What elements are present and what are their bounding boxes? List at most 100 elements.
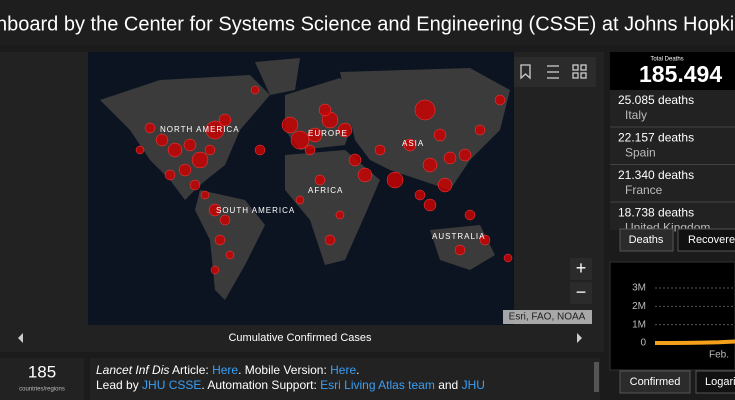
map-label: ASIA bbox=[402, 139, 424, 148]
case-dot bbox=[314, 174, 326, 186]
case-dot bbox=[335, 210, 345, 220]
case-dot bbox=[214, 234, 226, 246]
case-dot bbox=[403, 138, 417, 152]
credit-text: . bbox=[356, 363, 359, 377]
prev-arrow[interactable] bbox=[18, 333, 23, 343]
case-dot bbox=[191, 151, 209, 169]
credit-link[interactable]: Here bbox=[330, 363, 356, 377]
case-dot bbox=[218, 113, 232, 127]
case-dot bbox=[304, 144, 316, 156]
case-dot bbox=[205, 120, 225, 140]
case-dot bbox=[164, 169, 176, 181]
case-dot bbox=[386, 171, 404, 189]
map-label: SOUTH AMERICA bbox=[216, 206, 295, 215]
case-dot bbox=[290, 130, 310, 150]
credit-link[interactable]: JHU bbox=[462, 378, 485, 392]
credits-line: Lancet Inf Dis Article: Here. Mobile Ver… bbox=[96, 363, 359, 377]
zoom-out[interactable]: − bbox=[576, 282, 587, 302]
countries-label: countries/regions bbox=[19, 387, 65, 393]
attribution: Esri, FAO, NOAA bbox=[509, 312, 586, 323]
credit-link[interactable]: JHU CSSE bbox=[142, 378, 201, 392]
case-dots bbox=[135, 85, 513, 275]
qr-icon[interactable] bbox=[572, 64, 587, 79]
next-arrow[interactable] bbox=[577, 333, 582, 343]
death-count: 25.085 deaths bbox=[618, 93, 694, 107]
credits-line: Lead by JHU CSSE. Automation Support: Es… bbox=[96, 378, 485, 392]
tab[interactable]: Recovered bbox=[688, 234, 735, 246]
y-tick-label: 3M bbox=[632, 283, 646, 294]
case-dot bbox=[183, 138, 197, 152]
case-dot bbox=[204, 144, 216, 156]
case-dot bbox=[167, 142, 183, 158]
case-dot bbox=[348, 153, 362, 167]
credit-text: . Mobile Version: bbox=[238, 363, 330, 377]
credit-text: . Automation Support: bbox=[201, 378, 320, 392]
case-dot bbox=[474, 124, 486, 136]
case-dot bbox=[464, 209, 476, 221]
zoom-out-button[interactable] bbox=[570, 282, 592, 304]
map-label: NORTH AMERICA bbox=[160, 125, 240, 134]
case-dot bbox=[318, 103, 332, 117]
case-dot bbox=[219, 214, 231, 226]
bookmark-icon[interactable] bbox=[520, 64, 531, 80]
x-tick-label: Feb. bbox=[709, 350, 729, 361]
case-dot bbox=[454, 244, 466, 256]
case-dot bbox=[254, 144, 266, 156]
case-dot bbox=[178, 163, 192, 177]
credit-text: Lancet Inf Dis bbox=[96, 363, 169, 377]
case-dot bbox=[423, 198, 437, 212]
death-country: Spain bbox=[625, 146, 656, 160]
tab-active[interactable] bbox=[619, 370, 691, 394]
deaths-header bbox=[610, 52, 735, 90]
case-dot bbox=[155, 133, 169, 147]
case-dot bbox=[374, 144, 386, 156]
death-count: 18.738 deaths bbox=[618, 206, 694, 220]
case-dot bbox=[225, 250, 235, 260]
credit-link[interactable]: Esri Living Atlas team bbox=[320, 378, 435, 392]
zoom-in-button[interactable] bbox=[570, 258, 592, 280]
case-dot bbox=[208, 203, 222, 217]
header-bar bbox=[0, 0, 735, 45]
caption-bar bbox=[0, 326, 604, 350]
header-title: nboard by the Center for Systems Science… bbox=[0, 13, 735, 35]
y-tick-label: 0 bbox=[640, 338, 646, 349]
case-dot bbox=[433, 128, 447, 142]
scrollbar[interactable] bbox=[594, 362, 599, 392]
tab-active[interactable] bbox=[619, 228, 674, 252]
case-dot bbox=[479, 234, 491, 246]
map-label: AFRICA bbox=[308, 186, 343, 195]
credit-text: Lead by bbox=[96, 378, 142, 392]
death-count: 22.157 deaths bbox=[618, 131, 694, 145]
case-dot bbox=[307, 127, 323, 143]
case-dot bbox=[443, 151, 457, 165]
case-dot bbox=[281, 116, 299, 134]
tab[interactable] bbox=[695, 370, 735, 394]
case-dot bbox=[422, 157, 438, 173]
case-dot bbox=[494, 94, 506, 106]
credit-text: and bbox=[435, 378, 462, 392]
map-labels: NORTH AMERICA EUROPE ASIA AFRICA SOUTH A… bbox=[160, 125, 484, 241]
tab[interactable] bbox=[677, 228, 735, 252]
tab[interactable]: Deaths bbox=[629, 234, 664, 246]
case-dot bbox=[135, 145, 145, 155]
tab[interactable]: Logari bbox=[705, 376, 735, 388]
chart-panel bbox=[609, 261, 735, 371]
map-label: EUROPE bbox=[308, 129, 348, 138]
case-dot bbox=[210, 265, 220, 275]
deaths-total: 185.494 bbox=[639, 61, 722, 87]
case-dot bbox=[414, 99, 436, 121]
y-tick-label: 1M bbox=[632, 319, 646, 330]
zoom-in[interactable]: + bbox=[576, 258, 587, 278]
tab[interactable]: Confirmed bbox=[630, 376, 681, 388]
countries-count: 185 bbox=[28, 362, 56, 381]
list-icon[interactable] bbox=[547, 65, 559, 79]
case-dot bbox=[414, 189, 426, 201]
credit-link[interactable]: Here bbox=[212, 363, 238, 377]
credits-box bbox=[90, 358, 600, 400]
case-dot bbox=[295, 195, 305, 205]
case-dot bbox=[503, 253, 513, 263]
case-dot bbox=[458, 148, 472, 162]
case-dot bbox=[337, 122, 353, 138]
